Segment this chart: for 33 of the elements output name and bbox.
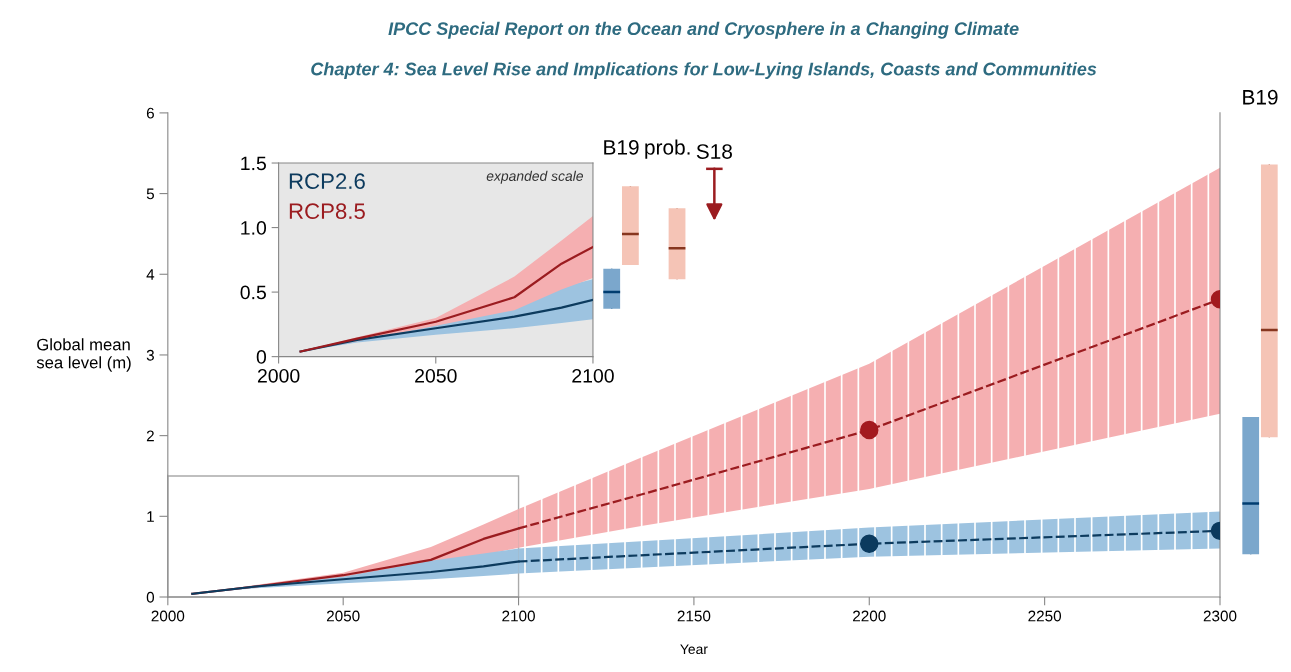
y-tick-label: 1	[147, 511, 154, 522]
x-tick-label: 2050	[415, 368, 457, 383]
y-axis-title: Global mean sea level (m)	[36, 338, 131, 372]
y-tick-label: 0	[146, 591, 155, 603]
text: RCP2.6	[289, 173, 365, 190]
x-tick-label: B19	[604, 139, 639, 155]
y-tick-label: 6	[146, 107, 154, 119]
y-tick-label: 5	[146, 188, 154, 200]
chart-subtitle: Chapter 4: Sea Level Rise and Implications for Low-Lying Islands, Coasts and Communities	[311, 62, 1097, 79]
line-series	[299, 245, 593, 353]
y-tick-label: 0	[256, 350, 267, 364]
y-tick-label: 3	[146, 349, 154, 361]
y-tick-label: 0.5	[240, 285, 266, 300]
y-tick-label: 1.0	[241, 221, 267, 235]
text: RCP8.5	[289, 203, 365, 220]
x-tick-label: 2150	[677, 610, 711, 622]
x-tick-label: prob.	[645, 139, 690, 159]
x-tick-label: 2300	[1203, 610, 1237, 622]
x-tick-label: 2100	[502, 610, 535, 622]
y-tick-label: 4	[146, 269, 155, 280]
x-tick-label: 2050	[326, 610, 360, 622]
x-tick-label: B19	[1243, 89, 1278, 105]
chart-title: IPCC Special Report on the Ocean and Cryosphere in a Changing Climate	[388, 21, 1019, 39]
x-tick-label: 2200	[853, 610, 886, 622]
x-tick-label: 2250	[1028, 610, 1062, 622]
x-tick-label: 2000	[151, 610, 185, 622]
y-tick-label: 2	[146, 430, 154, 442]
x-tick-label: 2100	[572, 368, 614, 383]
annotation: expanded scale	[486, 170, 584, 184]
x-axis-title: Year	[680, 644, 708, 655]
x-tick-label: 2000	[257, 368, 300, 383]
y-tick-label: 1.5	[241, 156, 266, 171]
annotation: S18	[696, 144, 732, 159]
